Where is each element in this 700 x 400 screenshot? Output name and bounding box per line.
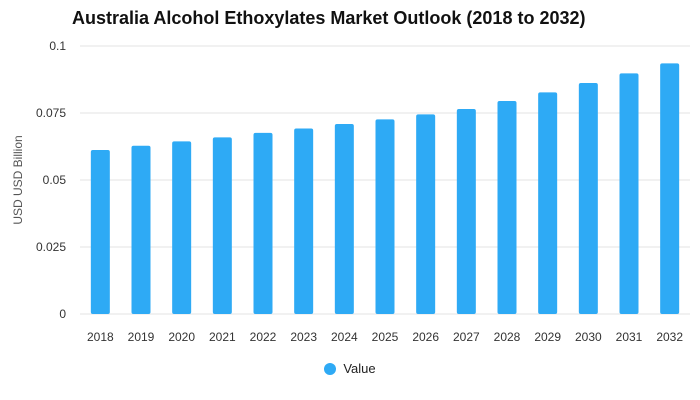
bar-2030 [578, 82, 598, 314]
bar-2018 [90, 149, 110, 314]
x-tick-label: 2019 [128, 330, 155, 344]
bar-2020 [172, 141, 192, 314]
legend-label: Value [343, 361, 376, 376]
bars [90, 63, 680, 314]
x-tick-label: 2032 [656, 330, 683, 344]
y-tick-label: 0.075 [36, 106, 66, 120]
legend-swatch [324, 362, 337, 375]
x-tick-label: 2022 [250, 330, 277, 344]
x-tick-label: 2025 [372, 330, 399, 344]
bar-2023 [294, 128, 314, 314]
x-tick-label: 2026 [412, 330, 439, 344]
bar-2028 [497, 100, 517, 314]
y-tick-label: 0.05 [43, 173, 67, 187]
x-tick-label: 2018 [87, 330, 114, 344]
x-tick-label: 2027 [453, 330, 480, 344]
chart-title: Australia Alcohol Ethoxylates Market Out… [72, 8, 586, 28]
y-axis-title: USD USD Billion [11, 135, 25, 224]
bar-2029 [538, 92, 558, 314]
bar-2032 [660, 63, 680, 314]
x-tick-label: 2024 [331, 330, 358, 344]
bar-2025 [375, 119, 395, 314]
y-tick-label: 0.025 [36, 240, 66, 254]
bar-2027 [456, 108, 476, 314]
x-axis-ticks: 2018 2019 2020 2021 2022 2023 2024 2025 2026 2027… [87, 330, 683, 344]
bar-2021 [212, 137, 232, 314]
y-tick-label: 0 [59, 307, 66, 321]
y-axis-ticks: 0 0.025 0.05 0.075 0.1 [36, 39, 66, 321]
x-tick-label: 2028 [494, 330, 521, 344]
x-tick-label: 2029 [534, 330, 561, 344]
bar-2022 [253, 132, 273, 314]
y-tick-label: 0.1 [49, 39, 66, 53]
x-tick-label: 2031 [616, 330, 643, 344]
x-tick-label: 2023 [290, 330, 317, 344]
x-tick-label: 2021 [209, 330, 236, 344]
bar-2019 [131, 145, 151, 314]
bar-2026 [416, 114, 436, 314]
x-tick-label: 2020 [168, 330, 195, 344]
x-tick-label: 2030 [575, 330, 602, 344]
bar-2024 [334, 123, 354, 314]
bar-2031 [619, 73, 639, 314]
legend: Value [0, 361, 700, 376]
